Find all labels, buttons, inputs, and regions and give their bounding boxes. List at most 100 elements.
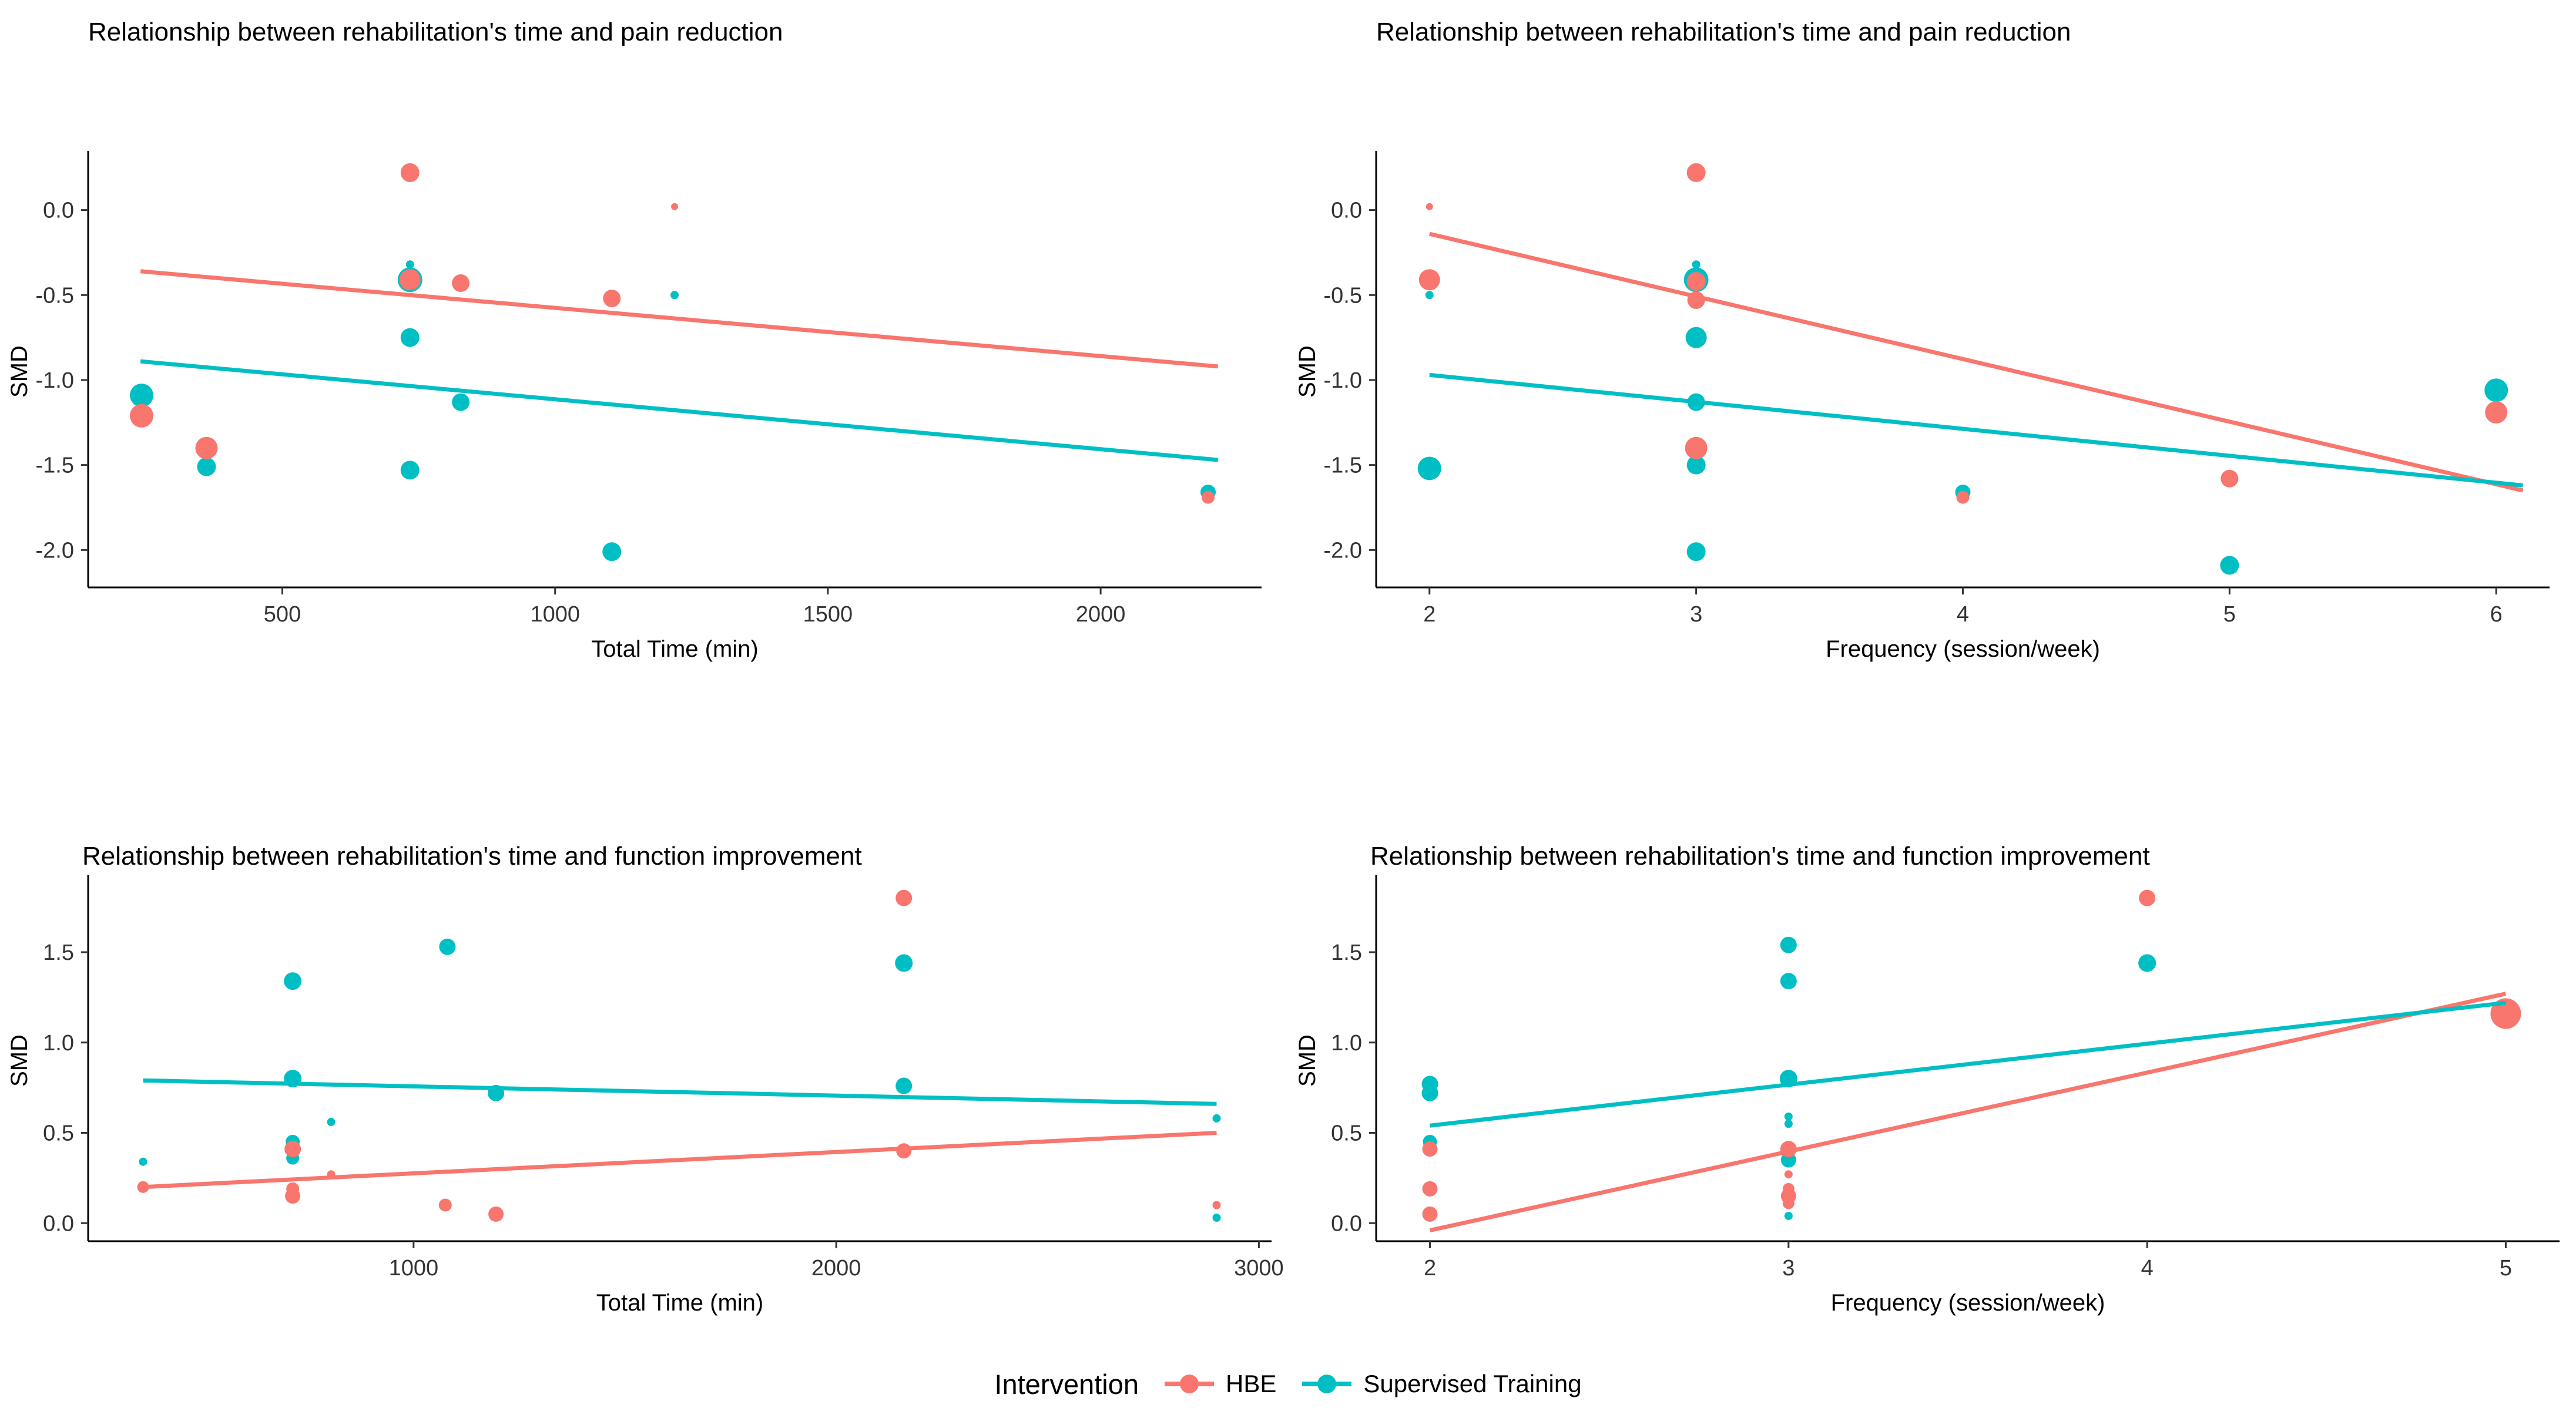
data-point [1685,436,1708,459]
series-supervised-training-points [1417,260,2508,575]
y-tick-label: 0.0 [1331,199,1362,223]
data-point [1202,490,1215,504]
top-row: Relationship between rehabilitation's ti… [0,0,2576,702]
data-point [1782,1197,1795,1209]
data-point [1421,1084,1438,1101]
panel-title: Relationship between rehabilitation's ti… [88,18,783,46]
data-point [2139,889,2156,906]
series-hbe-points [137,889,1221,1222]
hbe-trend-line [1429,992,2507,1232]
data-point [1212,1114,1221,1123]
panel-title: Relationship between rehabilitation's ti… [82,842,862,871]
data-point [1686,272,1706,291]
data-point [1686,455,1706,475]
data-point [2484,378,2508,402]
supervised-training-trend-line [140,359,1219,462]
data-point [400,328,420,347]
data-point [1418,269,1440,291]
y-axis-label: SMD [6,1034,32,1087]
plot-pain-vs-frequency: 2 3 4 5 6 0.0 -0.5 -1.0 -1.5 -2.0 Frequency (sessi… [1294,151,2550,662]
y-tick-label: -1.0 [36,368,74,393]
supervised-training-trend-line [143,1078,1217,1106]
legend-label: HBE [1226,1370,1277,1397]
data-point [671,203,679,210]
x-tick-labels: 2 3 4 5 [1424,1241,2512,1281]
supervised-training-trend-line [1430,1000,2506,1128]
y-tick-label: 0.0 [43,199,74,223]
x-tick-label: 3 [1782,1256,1795,1281]
data-point [284,1141,301,1158]
data-point [438,1198,452,1212]
hbe-trend-line [143,1131,1217,1190]
y-tick-labels: 1.5 1.0 0.5 0.0 [43,940,88,1236]
x-tick-label: 5 [2500,1256,2512,1281]
data-point [284,972,302,990]
data-point [603,290,621,308]
x-tick-labels: 500 1000 1500 2000 [264,587,1125,627]
data-point [602,542,622,562]
data-point [895,889,913,906]
data-point [197,457,216,476]
y-axis-label: SMD [6,345,32,398]
y-tick-label: -1.0 [1324,368,1362,393]
x-tick-label: 1500 [803,602,853,627]
legend-item-supervised-training: Supervised Training [1299,1369,1582,1399]
y-tick-label: 1.5 [1331,940,1362,965]
data-point [1425,203,1433,210]
legend-title: Intervention [994,1368,1139,1400]
data-point [2138,954,2156,972]
y-tick-label: 1.0 [43,1031,74,1056]
series-supervised-training-points [139,938,1221,1222]
x-axis-label: Frequency (session/week) [1831,1290,2105,1316]
y-tick-label: -1.5 [1324,453,1362,478]
hbe-trend-line [1428,231,2524,493]
x-tick-label: 4 [2141,1256,2154,1281]
y-tick-label: -1.5 [36,453,74,478]
panel-function-total-time: Relationship between rehabilitation's ti… [0,702,1288,1340]
data-point [2490,998,2521,1029]
x-axis-label: Frequency (session/week) [1826,636,2100,662]
data-point [1425,291,1434,300]
x-tick-label: 1000 [530,602,580,627]
x-tick-label: 1000 [389,1256,439,1281]
data-point [2221,469,2239,488]
data-point [1422,1181,1438,1197]
legend: Intervention HBE Supervised Training [0,1340,2576,1428]
x-tick-label: 5 [2223,602,2236,627]
data-point [1212,1214,1221,1222]
y-tick-label: 0.5 [1331,1121,1362,1146]
y-tick-label: 0.5 [43,1121,74,1146]
data-point [1784,1112,1793,1121]
panel-function-frequency: Relationship between rehabilitation's ti… [1288,702,2576,1340]
data-point [1686,542,1706,562]
y-tick-label: -2.0 [1324,538,1362,563]
x-tick-labels: 2 3 4 5 6 [1423,587,2503,627]
y-tick-labels: 1.5 1.0 0.5 0.0 [1331,940,1376,1236]
series-hbe-points [129,163,1215,504]
data-point [327,1118,336,1127]
data-point [1780,936,1797,953]
data-point [1956,490,1970,504]
hbe-trend-line [140,269,1219,369]
series-hbe-points [1418,163,2508,504]
y-tick-label: 0.0 [43,1211,74,1236]
x-tick-label: 2000 [811,1256,861,1281]
y-tick-label: 1.0 [1331,1031,1362,1056]
y-tick-label: -2.0 [36,538,74,563]
data-point [129,404,153,428]
data-point [2485,401,2508,424]
data-point [405,260,414,269]
y-tick-label: -0.5 [36,283,74,308]
panel-title: Relationship between rehabilitation's ti… [1376,18,2071,46]
panel-title: Relationship between rehabilitation's ti… [1370,842,2150,871]
data-point [285,1188,301,1204]
data-point [1784,1120,1793,1128]
series-supervised-training-points [1421,936,2513,1220]
plot-function-vs-frequency: 2 3 4 5 1.5 1.0 0.5 0.0 Frequency (session/week)… [1294,875,2560,1316]
bottom-row: Relationship between rehabilitation's ti… [0,702,2576,1340]
y-tick-label: 0.0 [1331,1211,1362,1236]
data-point [488,1206,504,1222]
data-point [670,291,679,300]
x-tick-label: 3000 [1234,1256,1284,1281]
